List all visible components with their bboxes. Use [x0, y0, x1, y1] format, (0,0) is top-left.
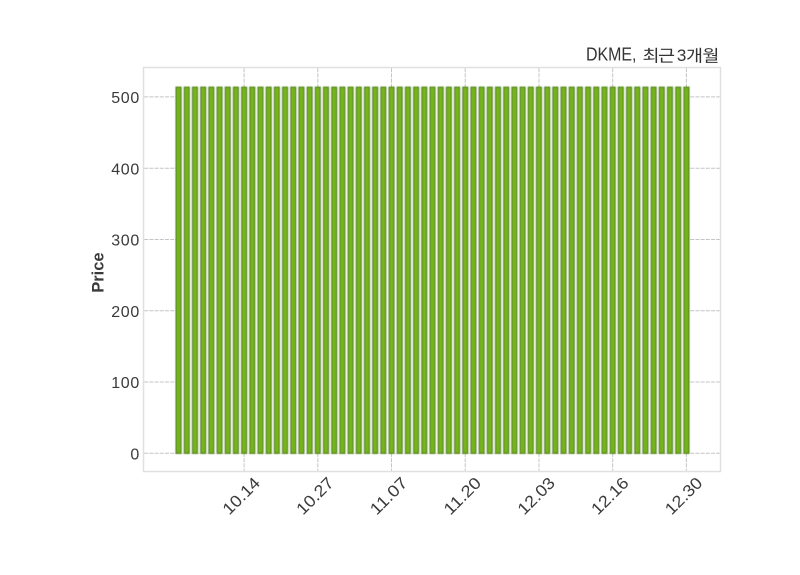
- svg-text:Price: Price: [90, 252, 108, 292]
- svg-text:100: 100: [111, 375, 140, 392]
- svg-text:300: 300: [111, 233, 140, 250]
- svg-text:200: 200: [111, 304, 140, 321]
- svg-text:3: 3: [677, 46, 686, 65]
- svg-text:0: 0: [130, 446, 140, 463]
- svg-text:500: 500: [111, 90, 140, 107]
- svg-text:DKME,: DKME,: [586, 45, 637, 65]
- svg-text:400: 400: [111, 161, 140, 178]
